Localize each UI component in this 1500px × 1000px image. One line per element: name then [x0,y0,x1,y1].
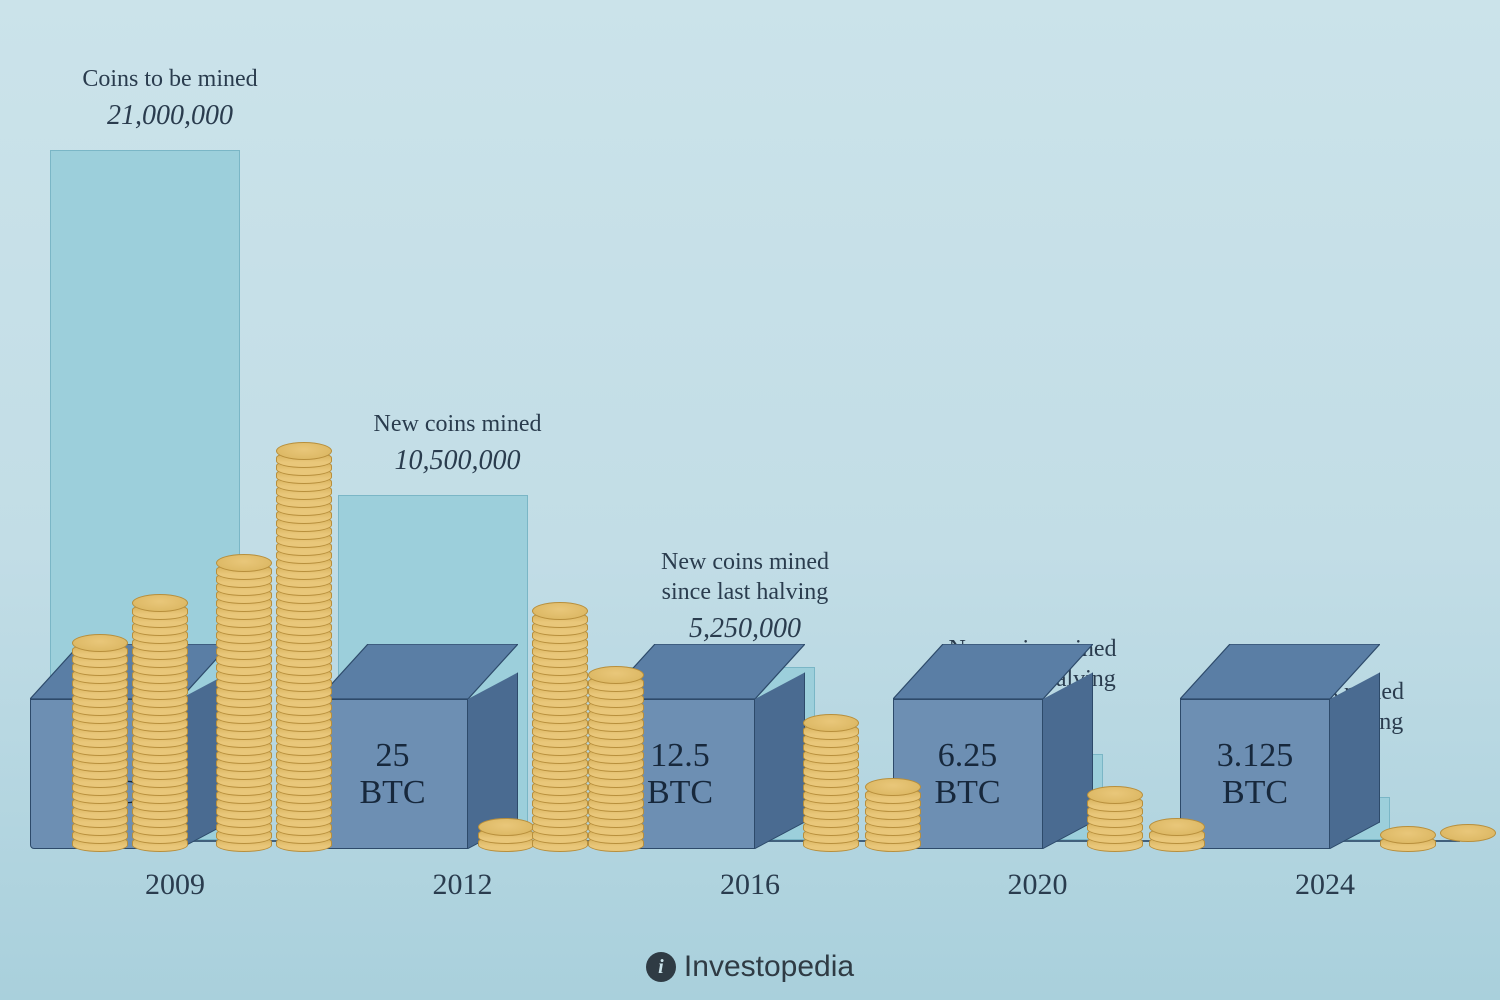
bar-label-title: New coins mined [328,409,588,439]
coin-stack [588,666,644,846]
btc-amount: 3.125 [1217,737,1294,774]
brand-logo-icon: i [646,952,676,982]
year-label: 2012 [328,868,598,902]
btc-cube: 6.25BTC [893,644,1093,844]
coin-stack [1380,826,1436,846]
brand-text: Investopedia [684,950,854,984]
coin-stack [865,778,921,846]
coin-stack [478,818,534,846]
coin-icon [72,634,128,652]
coin-icon [1087,786,1143,804]
infographic-canvas: Coins to be mined 21,000,000 50BTC 2009 New … [0,0,1500,1000]
coin-icon [1149,818,1205,836]
coin-stack [532,602,588,846]
coin-icon [132,594,188,612]
bar-label-value: 10,500,000 [328,445,588,477]
coin-stack [1149,818,1205,846]
coin-icon [1380,826,1436,844]
bar-label-title: Coins to be mined [40,64,300,94]
btc-amount: 12.5 [647,737,713,774]
year-label: 2009 [40,868,310,902]
brand-footer: i Investopedia [0,950,1500,984]
halving-column: New coins minedsince last halving 5,250,0… [615,0,885,1000]
bar-label-value: 21,000,000 [40,100,300,132]
coin-icon [216,554,272,572]
coin-stack [276,442,332,846]
coin-icon [1440,824,1496,842]
coin-stack [803,714,859,846]
btc-unit: BTC [934,774,1000,811]
coin-icon [865,778,921,796]
btc-amount: 25 [359,737,425,774]
bar-label: Coins to be mined 21,000,000 [40,64,300,142]
btc-cube: 50BTC [30,644,230,844]
columns-container: Coins to be mined21,000,00050BTC2009New … [40,0,1460,1000]
coin-stack [72,634,128,846]
coin-stack [1087,786,1143,846]
bar-label: New coins minedsince last halving 5,250,0… [615,547,875,659]
btc-cube: 3.125BTC [1180,644,1380,844]
coin-icon [803,714,859,732]
bar-label-value: 5,250,000 [615,613,875,645]
btc-unit: BTC [1217,774,1294,811]
coin-icon [276,442,332,460]
btc-unit: BTC [359,774,425,811]
year-label: 2016 [615,868,885,902]
coin-icon [532,602,588,620]
cube-front-face: 25BTC [318,699,468,849]
bar-label-title: New coins minedsince last halving [615,547,875,607]
year-label: 2020 [903,868,1173,902]
cube-side-face [1330,672,1380,849]
year-label: 2024 [1190,868,1460,902]
coin-icon [478,818,534,836]
halving-column: New coins minedsince last halving2,625,0… [903,0,1173,1000]
cube-side-face [1043,672,1093,849]
cube-side-face [755,672,805,849]
coin-stack [132,594,188,846]
bar-label: New coins mined 10,500,000 [328,409,588,487]
coin-icon [588,666,644,684]
btc-cube: 25BTC [318,644,518,844]
halving-column: New coins mined 10,500,000 25BTC 2012 [328,0,598,1000]
halving-column: New coins minedsince last halving1,312,5… [1190,0,1460,1000]
halving-column: Coins to be mined21,000,00050BTC2009 [40,0,310,1000]
coin-stack [216,554,272,846]
btc-amount: 6.25 [934,737,1000,774]
btc-unit: BTC [647,774,713,811]
